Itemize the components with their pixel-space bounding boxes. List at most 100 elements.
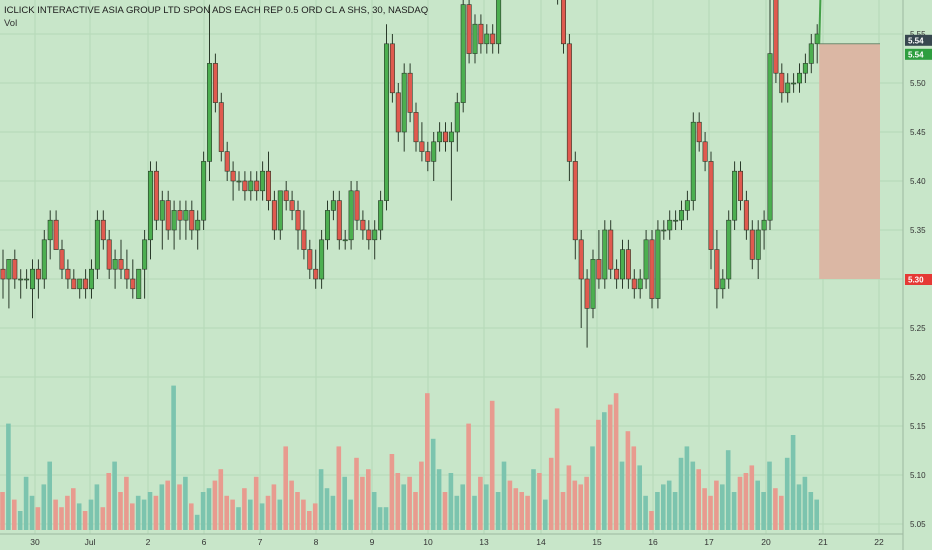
candle-body: [289, 200, 295, 211]
volume-bar: [301, 499, 306, 530]
candle-body: [655, 229, 661, 299]
volume-bar: [631, 446, 637, 530]
volume-bar: [702, 488, 707, 530]
volume-bar: [425, 393, 430, 530]
candle-body: [260, 170, 266, 192]
candle-body: [212, 63, 218, 103]
volume-bar: [200, 492, 206, 530]
candle-body: [667, 219, 673, 231]
volume-bar: [767, 461, 772, 530]
candle-body: [448, 131, 454, 143]
x-tick-label: 6: [202, 537, 207, 547]
candle-body: [785, 82, 791, 94]
volume-bar: [578, 484, 583, 530]
candle-body: [218, 102, 224, 152]
candle-body: [755, 229, 761, 260]
candle-body: [336, 200, 342, 241]
candle-body: [195, 219, 201, 231]
candle-body: [165, 200, 171, 231]
candle-body: [177, 210, 183, 221]
volume-bar: [666, 480, 672, 530]
volume-bar: [513, 488, 519, 530]
x-tick-label: 22: [874, 537, 884, 547]
volume-bar: [725, 450, 731, 530]
volume-bar: [808, 492, 814, 530]
volume-bar: [82, 511, 88, 530]
x-tick-label: 8: [314, 537, 319, 547]
volume-legend: Vol: [4, 18, 18, 29]
candle-body: [124, 268, 130, 280]
candle-body: [643, 239, 649, 280]
volume-bar: [495, 492, 501, 530]
volume-bar: [360, 476, 365, 530]
candle-body: [602, 229, 608, 280]
volume-bar: [507, 480, 513, 530]
candle-body: [171, 210, 177, 231]
candle-body: [354, 190, 360, 221]
volume-bar: [395, 473, 401, 530]
candle-body: [572, 161, 578, 241]
candle-body: [77, 278, 83, 290]
candle-body: [35, 268, 41, 280]
volume-bar: [466, 423, 471, 530]
volume-bar: [501, 461, 507, 530]
candle-body: [319, 239, 325, 280]
candle-body: [714, 249, 720, 290]
volume-bar: [307, 511, 312, 530]
volume-bar: [135, 495, 141, 530]
volume-bar: [312, 503, 318, 530]
volume-bar: [212, 480, 218, 530]
volume-bar: [318, 469, 324, 530]
candle-body: [106, 239, 112, 270]
volume-bar: [537, 473, 542, 530]
candle-body: [596, 259, 602, 280]
candle-body: [773, 0, 779, 74]
volume-bar: [790, 435, 796, 530]
candle-body: [761, 219, 767, 231]
volume-bar: [708, 495, 713, 530]
volume-bar: [519, 492, 524, 530]
volume-bar: [124, 476, 129, 530]
y-tick-label: 5.10: [910, 471, 926, 480]
candle-body: [472, 23, 478, 54]
candle-body: [442, 131, 448, 143]
volume-bar: [655, 492, 660, 530]
volume-bar: [29, 495, 35, 530]
candle-body: [372, 229, 378, 241]
volume-bar: [454, 495, 460, 530]
volume-bar: [672, 492, 678, 530]
candle-body: [661, 229, 667, 232]
volume-bar: [159, 484, 165, 530]
candle-body: [726, 219, 732, 280]
volume-bar: [784, 457, 790, 530]
volume-bar: [696, 469, 701, 530]
volume-bar: [35, 507, 41, 530]
candle-body: [348, 190, 354, 241]
volume-bar: [436, 469, 442, 530]
volume-bar: [560, 492, 566, 530]
candle-body: [136, 268, 142, 299]
candle-body: [484, 33, 490, 45]
candle-body: [283, 190, 289, 201]
volume-bar: [484, 484, 489, 530]
y-tick-label: 5.35: [910, 226, 926, 235]
candle-body: [366, 229, 372, 241]
x-tick-label: 17: [704, 537, 714, 547]
candle-body: [419, 141, 425, 152]
candle-body: [59, 249, 65, 270]
y-tick-label: 5.15: [910, 422, 926, 431]
volume-bar: [71, 488, 76, 530]
candle-body: [295, 210, 301, 231]
volume-bar: [613, 393, 619, 530]
volume-bar: [183, 476, 188, 530]
candle-body: [720, 278, 726, 290]
candle-body: [71, 278, 77, 290]
volume-bar: [230, 499, 235, 530]
candle-body: [590, 259, 596, 309]
x-tick-label: 30: [30, 537, 40, 547]
volume-bar: [566, 465, 572, 530]
volume-bar: [637, 465, 642, 530]
volume-bar: [259, 503, 265, 530]
volume-bar: [153, 495, 159, 530]
